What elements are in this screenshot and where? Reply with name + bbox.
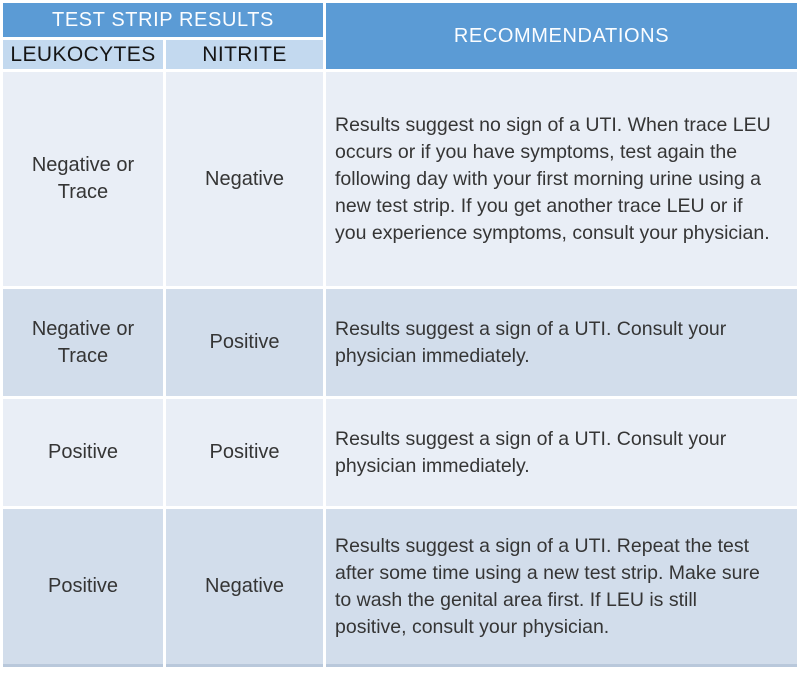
nitrite-value: Positive xyxy=(209,441,280,463)
table-row-3-recommendation: Results suggest a sign of a UTI. Consult… xyxy=(326,399,797,506)
header-test-strip-results: TEST STRIP RESULTS xyxy=(3,3,323,37)
leukocytes-value: Negative or Trace xyxy=(31,154,135,203)
leukocytes-value: Positive xyxy=(47,441,119,463)
leukocytes-value: Negative or Trace xyxy=(31,317,135,367)
nitrite-value: Positive xyxy=(209,331,280,353)
leukocytes-value: Positive xyxy=(47,575,119,597)
table-row-1-nitrite: Negative xyxy=(166,72,323,286)
header-recommendations: RECOMMENDATIONS xyxy=(326,3,797,69)
table-row-1-leukocytes: Negative or Trace xyxy=(3,72,163,286)
table-row-4-nitrite: Negative xyxy=(166,509,323,667)
table-row-4-recommendation: Results suggest a sign of a UTI. Repeat … xyxy=(326,509,797,667)
table-row-2-leukocytes: Negative or Trace xyxy=(3,289,163,396)
column-header-nitrite-label: NITRITE xyxy=(202,42,287,66)
table-row-4-leukocytes: Positive xyxy=(3,509,163,667)
recommendation-text: Results suggest a sign of a UTI. Consult… xyxy=(335,317,727,367)
table-row-3-leukocytes: Positive xyxy=(3,399,163,506)
table-row-2-recommendation: Results suggest a sign of a UTI. Consult… xyxy=(326,289,797,396)
recommendation-text: Results suggest a sign of a UTI. Consult… xyxy=(335,427,727,477)
column-header-leukocytes-label: LEUKOCYTES xyxy=(10,42,156,66)
header-recommendations-label: RECOMMENDATIONS xyxy=(453,24,670,47)
column-header-nitrite: NITRITE xyxy=(166,40,323,69)
recommendation-text: Results suggest a sign of a UTI. Repeat … xyxy=(335,534,760,638)
column-header-leukocytes: LEUKOCYTES xyxy=(3,40,163,69)
nitrite-value: Negative xyxy=(205,575,284,597)
table-row-1-recommendation: Results suggest no sign of a UTI. When t… xyxy=(326,72,797,286)
nitrite-value: Negative xyxy=(205,167,284,190)
header-test-strip-results-label: TEST STRIP RESULTS xyxy=(52,8,274,31)
recommendation-text: Results suggest no sign of a UTI. When t… xyxy=(335,113,771,244)
table-row-2-nitrite: Positive xyxy=(166,289,323,396)
table-row-3-nitrite: Positive xyxy=(166,399,323,506)
